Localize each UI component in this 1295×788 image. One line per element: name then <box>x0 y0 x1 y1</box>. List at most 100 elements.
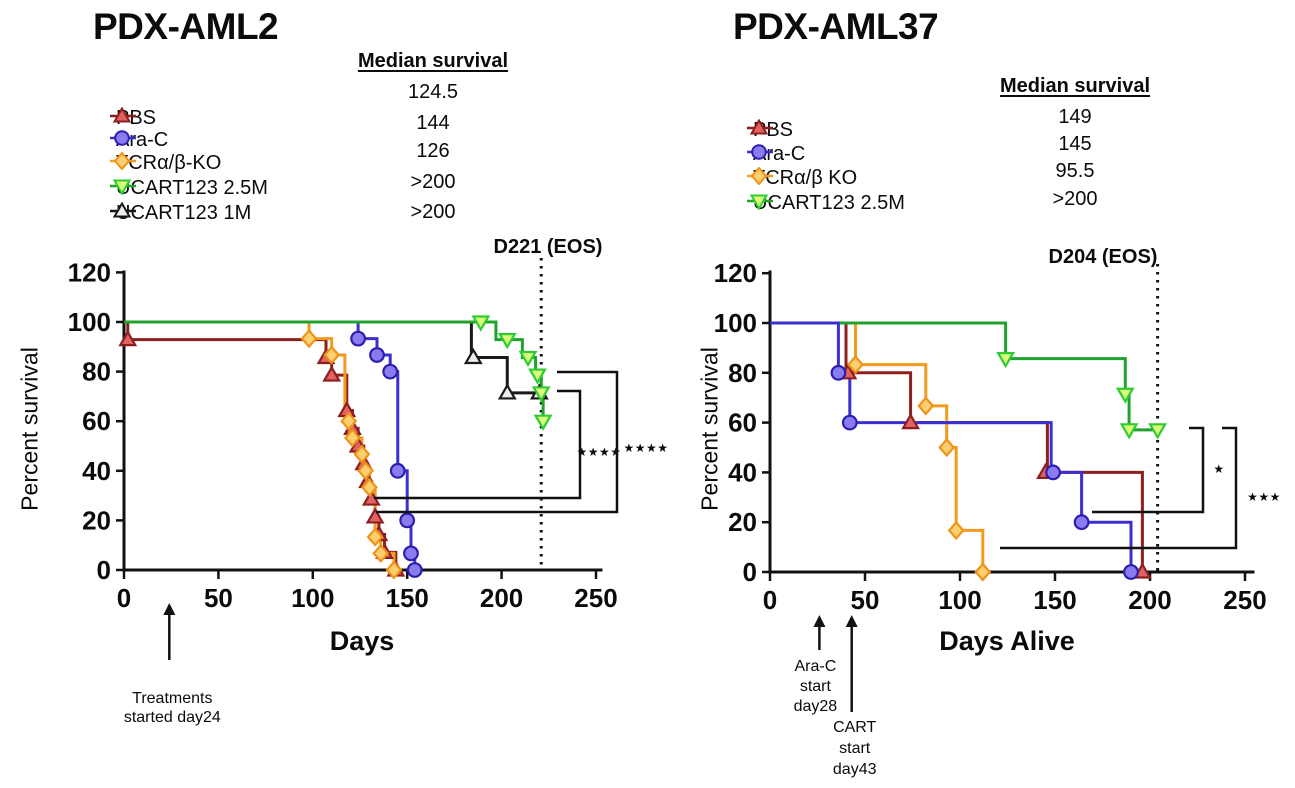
significance-bracket: ★★★★ <box>376 370 668 514</box>
x-axis-label-right: Days Alive <box>939 626 1075 656</box>
x-tick-label: 100 <box>291 583 334 613</box>
curve-UCART123 2.5M <box>770 321 1160 432</box>
markers-Ara-C <box>830 364 1139 580</box>
markers-Ara-C <box>350 330 423 578</box>
eos-label-right: D204 (EOS) <box>1048 246 1158 268</box>
panel-1-plot: 0 20 40 60 80 100 120 0 50 100 150 200 250 Ara-C start… <box>714 258 1281 778</box>
median-value: 95.5 <box>1055 160 1095 182</box>
y-tick-label: 0 <box>743 557 757 587</box>
x-tick-label: 50 <box>204 583 233 613</box>
x-axis-label-left: Days <box>329 626 395 656</box>
y-tick-label: 40 <box>728 457 757 487</box>
markers-UCART123 2.5M <box>996 352 1168 440</box>
x-tick-label: 250 <box>574 583 617 613</box>
panel-title-right: PDX-AML37 <box>733 6 939 47</box>
median-survival-header-left: Median survival <box>357 50 509 72</box>
median-value: 124.5 <box>407 81 459 103</box>
legend-label: PBS <box>116 106 157 129</box>
legend-label: UCART123 2.5M <box>116 176 268 199</box>
legend-item-pbs: PBS <box>108 107 156 129</box>
treatment-arrow-label: day43 <box>833 761 877 778</box>
arac-marker-icon <box>747 144 773 160</box>
significance-stars: ★ <box>1213 462 1224 476</box>
legend-item-arac: Ara-C <box>108 129 168 151</box>
treatment-arrow-label: day28 <box>794 698 838 715</box>
panel-0-curves <box>118 315 553 580</box>
y-tick-label: 120 <box>714 258 757 288</box>
x-tick-label: 150 <box>1033 585 1076 615</box>
ucart123-1m-marker-icon <box>110 202 136 218</box>
eos-label-left: D221 (EOS) <box>493 236 603 258</box>
significance-stars: ★★★ <box>1247 490 1281 504</box>
panel-1-curves <box>770 321 1168 582</box>
significance-bracket: ★★★ <box>1000 426 1281 550</box>
x-tick-label: 100 <box>938 585 981 615</box>
x-tick-label: 50 <box>851 585 880 615</box>
curve-TCRα/β KO <box>770 321 985 572</box>
y-tick-label: 80 <box>728 358 757 388</box>
treatment-arrow: CART start day43 <box>833 615 877 778</box>
legend-item-pbs: PBS <box>745 119 793 141</box>
markers-TCRα/β-KO <box>300 328 403 580</box>
panel-0-plot: 0 20 40 60 80 100 120 0 50 100 150 200 250 Treatments… <box>68 257 668 726</box>
treatment-arrow: Ara-C start day28 <box>794 615 838 715</box>
legend-label: PBS <box>753 118 794 141</box>
treatment-arrow-label: start <box>839 740 871 757</box>
y-tick-label: 120 <box>68 257 111 287</box>
significance-bracket: ★ <box>1092 426 1224 514</box>
legend-item-tcr-ko: TCRα/β KO <box>745 167 857 189</box>
treatment-arrow-label: CART <box>833 719 876 736</box>
median-value: 144 <box>416 112 450 134</box>
median-value: 145 <box>1058 133 1092 155</box>
treatment-arrow-label: start <box>800 678 832 695</box>
curve-Ara-C <box>770 321 1133 572</box>
significance-stars: ★★★★ <box>576 445 621 459</box>
arac-marker-icon <box>110 130 136 146</box>
tcr-ko-marker-icon <box>747 167 773 185</box>
y-tick-label: 20 <box>728 507 757 537</box>
markers-TCRα/β KO <box>847 354 992 582</box>
y-tick-label: 80 <box>82 357 111 387</box>
y-tick-label: 20 <box>82 505 111 535</box>
ucart123-25m-marker-icon <box>747 194 773 210</box>
pbs-marker-icon <box>110 107 136 123</box>
legend-item-ucart123-1m: UCART123 1M <box>108 202 251 224</box>
median-value: 126 <box>416 140 450 162</box>
legend-label: TCRα/β KO <box>753 166 858 189</box>
legend-label: Ara-C <box>116 128 169 151</box>
pbs-marker-icon <box>747 119 773 135</box>
y-tick-label: 60 <box>728 408 757 438</box>
legend-item-tcr-ko: TCRα/β-KO <box>108 152 221 174</box>
treatment-arrow-label: Treatments <box>132 690 212 707</box>
median-value: >200 <box>410 201 456 223</box>
panel-1-axes: 0 20 40 60 80 100 120 0 50 100 150 200 250 <box>714 258 1267 615</box>
legend-item-ucart123-25m: UCART123 2.5M <box>108 177 268 199</box>
y-tick-label: 0 <box>97 555 111 585</box>
y-tick-label: 100 <box>714 308 757 338</box>
x-tick-label: 0 <box>117 583 131 613</box>
significance-stars: ★★★★ <box>623 441 668 455</box>
significance-bracket: ★★★★ <box>374 389 621 500</box>
treatment-arrow: Treatments started day24 <box>124 603 221 726</box>
markers-UCART123 2.5M <box>471 315 553 431</box>
x-tick-label: 150 <box>386 583 429 613</box>
median-survival-header-right: Median survival <box>999 75 1151 97</box>
legend-item-arac: Ara-C <box>745 143 805 165</box>
legend-label: TCRα/β-KO <box>116 151 222 174</box>
panel-0-axes: 0 20 40 60 80 100 120 0 50 100 150 200 250 <box>68 257 618 613</box>
ucart123-25m-marker-icon <box>110 179 136 195</box>
median-value: >200 <box>1052 188 1098 210</box>
y-tick-label: 60 <box>82 406 111 436</box>
x-tick-label: 250 <box>1223 585 1266 615</box>
legend-label: UCART123 2.5M <box>753 191 905 214</box>
x-tick-label: 0 <box>763 585 777 615</box>
legend-label: Ara-C <box>753 142 806 165</box>
legend-label: UCART123 1M <box>116 201 252 224</box>
y-tick-label: 40 <box>82 456 111 486</box>
median-value: >200 <box>410 171 456 193</box>
treatment-arrow-label: Ara-C <box>795 658 837 675</box>
median-value: 149 <box>1058 106 1092 128</box>
x-tick-label: 200 <box>1128 585 1171 615</box>
